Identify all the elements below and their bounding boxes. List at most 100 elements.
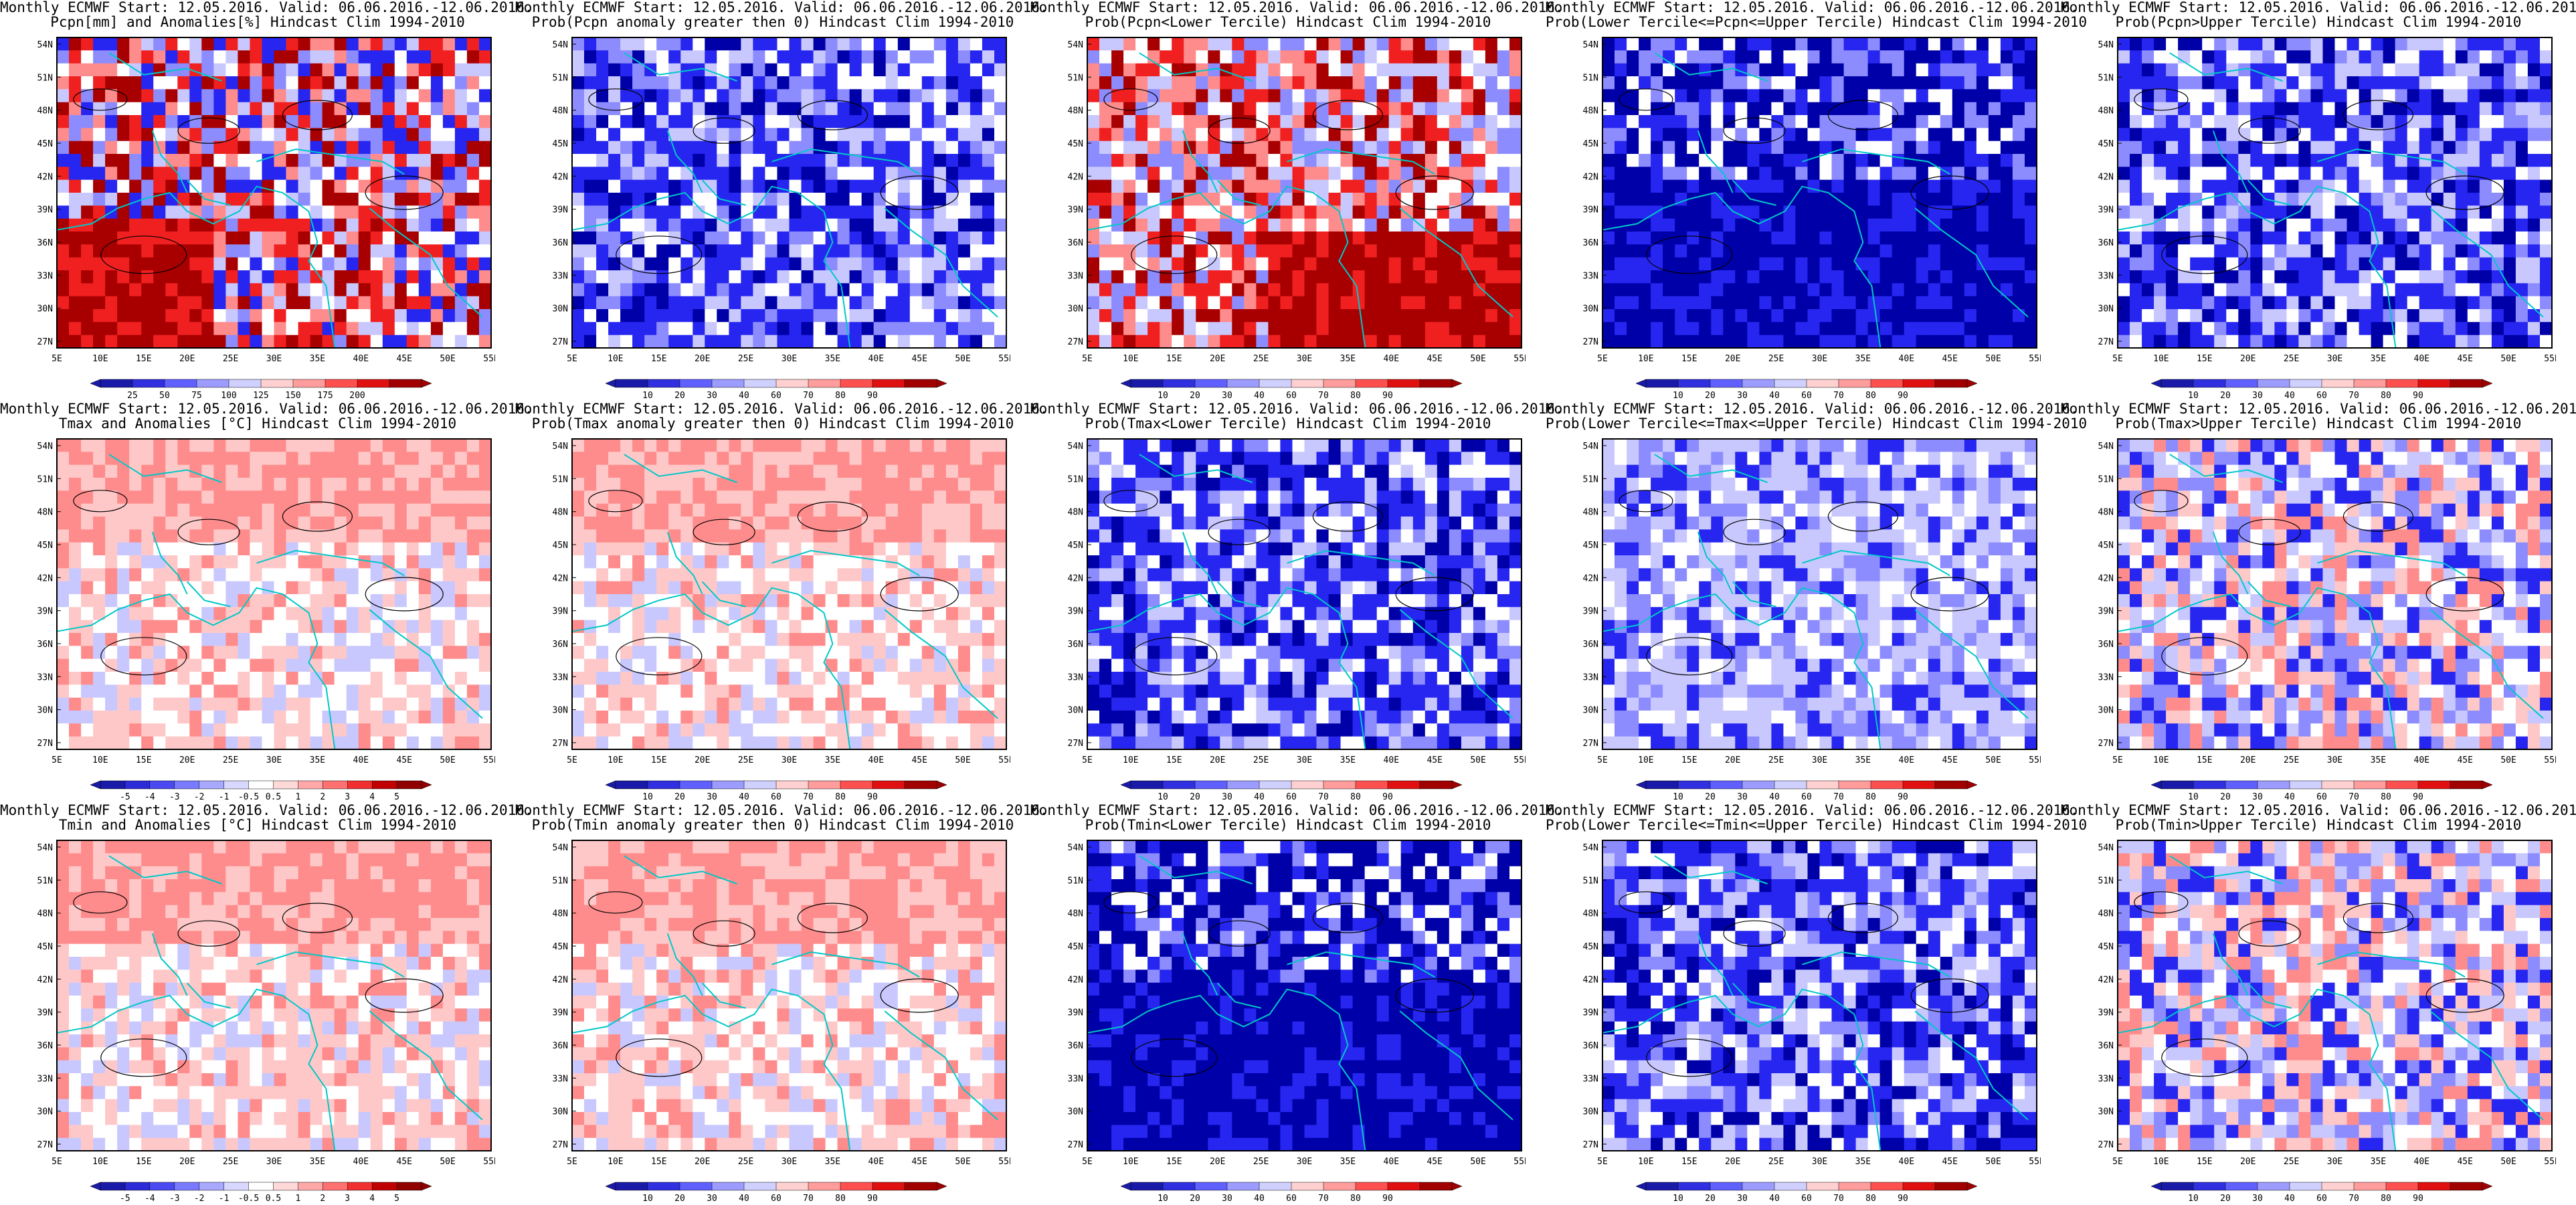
lat-tick-label: 48N xyxy=(1583,909,1598,919)
lon-tick-label: 25E xyxy=(1768,1157,1784,1167)
lat-tick-label: 54N xyxy=(553,40,568,50)
colorbar-tick-label: -2 xyxy=(194,792,205,802)
lon-tick-label: 35E xyxy=(1340,755,1356,765)
lon-tick-label: 5E xyxy=(52,354,62,364)
lat-tick-label: 48N xyxy=(2098,508,2114,518)
colorbar-tick-label: 70 xyxy=(2349,391,2359,401)
lon-tick-label: 45E xyxy=(2457,755,2472,765)
lon-tick-label: 5E xyxy=(567,354,577,364)
lon-tick-label: 45E xyxy=(911,1157,927,1167)
lon-tick-label: 20E xyxy=(695,755,710,765)
lon-tick-label: 30E xyxy=(1297,755,1312,765)
lat-tick-label: 51N xyxy=(1068,73,1083,83)
colorbar-tick-label: 5 xyxy=(394,1194,399,1204)
lat-tick-label: 39N xyxy=(2098,205,2114,215)
lon-tick-label: 25E xyxy=(1768,755,1784,765)
colorbar-tick-label: 80 xyxy=(2381,391,2391,401)
colorbar-tick-label: 10 xyxy=(1673,1194,1683,1204)
colorbar-tick-label: -1 xyxy=(219,1194,229,1204)
colorbar-tick-label: 20 xyxy=(2220,792,2231,802)
anomaly-field xyxy=(57,439,492,750)
lon-tick-label: 20E xyxy=(695,354,710,364)
lat-tick-label: 45N xyxy=(37,942,53,952)
lon-tick-label: 15E xyxy=(1166,1157,1182,1167)
lon-tick-label: 10E xyxy=(1123,755,1138,765)
colorbar-tick-label: 4 xyxy=(369,792,375,802)
lon-tick-label: 35E xyxy=(1340,1157,1356,1167)
colorbar-tick-label: 40 xyxy=(1254,1194,1265,1204)
lat-tick-label: 33N xyxy=(37,271,53,281)
lat-tick-label: 42N xyxy=(553,172,568,182)
lon-tick-label: 55E xyxy=(2029,1157,2041,1167)
lat-tick-label: 42N xyxy=(1583,172,1598,182)
lon-tick-label: 45E xyxy=(2457,354,2472,364)
lon-tick-label: 20E xyxy=(179,1157,195,1167)
lat-tick-label: 30N xyxy=(2098,1107,2114,1117)
lat-tick-label: 54N xyxy=(1583,442,1598,452)
colorbar-tick-label: 20 xyxy=(674,391,685,401)
lon-tick-label: 30E xyxy=(2327,354,2342,364)
lon-tick-label: 55E xyxy=(2544,755,2556,765)
panel-title-line-2: Prob(Tmax<Lower Tercile) Hindcast Clim 1… xyxy=(1030,416,1546,431)
colorbar-tick-label: 20 xyxy=(1705,1194,1716,1204)
lon-tick-label: 20E xyxy=(1210,1157,1225,1167)
map-panel-3: Monthly ECMWF Start: 12.05.2016. Valid: … xyxy=(1030,0,1546,401)
lat-tick-label: 33N xyxy=(37,1074,53,1084)
colorbar-tick-label: 20 xyxy=(674,792,685,802)
colorbar-tick-label: 40 xyxy=(739,792,749,802)
lat-tick-label: 27N xyxy=(37,739,53,749)
colorbar-tick-label: 25 xyxy=(127,391,138,401)
map-panel-14: Monthly ECMWF Start: 12.05.2016. Valid: … xyxy=(1546,803,2061,1204)
lat-tick-label: 51N xyxy=(2098,73,2114,83)
lon-tick-label: 35E xyxy=(1855,354,1871,364)
colorbar-tick-label: 90 xyxy=(867,1194,878,1204)
lat-tick-label: 27N xyxy=(2098,739,2114,749)
lat-tick-label: 54N xyxy=(37,843,53,853)
lon-tick-label: 55E xyxy=(998,755,1010,765)
colorbar-tick-label: 10 xyxy=(1158,391,1168,401)
lat-tick-label: 45N xyxy=(2098,139,2114,149)
lat-tick-label: 54N xyxy=(1068,442,1083,452)
lat-tick-label: 39N xyxy=(37,1008,53,1018)
lon-tick-label: 50E xyxy=(1985,354,2001,364)
lon-tick-label: 10E xyxy=(2153,755,2169,765)
lat-tick-label: 45N xyxy=(2098,942,2114,952)
lon-tick-label: 35E xyxy=(2371,1157,2386,1167)
lon-tick-label: 40E xyxy=(868,354,884,364)
lon-tick-label: 25E xyxy=(2284,1157,2299,1167)
map-panel-12: Monthly ECMWF Start: 12.05.2016. Valid: … xyxy=(515,803,1030,1204)
lon-tick-label: 50E xyxy=(440,1157,455,1167)
colorbar-tick-label: 60 xyxy=(771,792,781,802)
map-panel-5: Monthly ECMWF Start: 12.05.2016. Valid: … xyxy=(2061,0,2576,401)
colorbar-tick-label: 40 xyxy=(1769,1194,1780,1204)
lon-tick-label: 45E xyxy=(1942,354,1957,364)
map-panel-2: Monthly ECMWF Start: 12.05.2016. Valid: … xyxy=(515,0,1030,401)
panel-title-line-1: Monthly ECMWF Start: 12.05.2016. Valid: … xyxy=(1030,803,1546,818)
lon-tick-label: 5E xyxy=(567,1157,577,1167)
lon-tick-label: 35E xyxy=(825,354,840,364)
lon-tick-label: 15E xyxy=(136,755,151,765)
lat-tick-label: 45N xyxy=(1068,139,1083,149)
lat-tick-label: 30N xyxy=(1583,706,1598,716)
lon-tick-label: 25E xyxy=(223,755,238,765)
lon-tick-label: 20E xyxy=(2240,755,2256,765)
lat-tick-label: 36N xyxy=(1068,238,1083,248)
lon-tick-label: 30E xyxy=(781,755,797,765)
colorbar-tick-label: 30 xyxy=(1737,1194,1748,1204)
colorbar-tick-label: 40 xyxy=(2284,1194,2295,1204)
panel-title-line-2: Prob(Lower Tercile<=Pcpn<=Upper Tercile)… xyxy=(1546,15,2061,29)
lon-tick-label: 35E xyxy=(2371,354,2386,364)
lat-tick-label: 54N xyxy=(2098,442,2114,452)
colorbar-tick-label: -5 xyxy=(120,1194,130,1204)
map-panel-4: Monthly ECMWF Start: 12.05.2016. Valid: … xyxy=(1546,0,2061,401)
panel-title-line-2: Prob(Pcpn>Upper Tercile) Hindcast Clim 1… xyxy=(2061,15,2576,29)
lon-tick-label: 45E xyxy=(1427,1157,1442,1167)
